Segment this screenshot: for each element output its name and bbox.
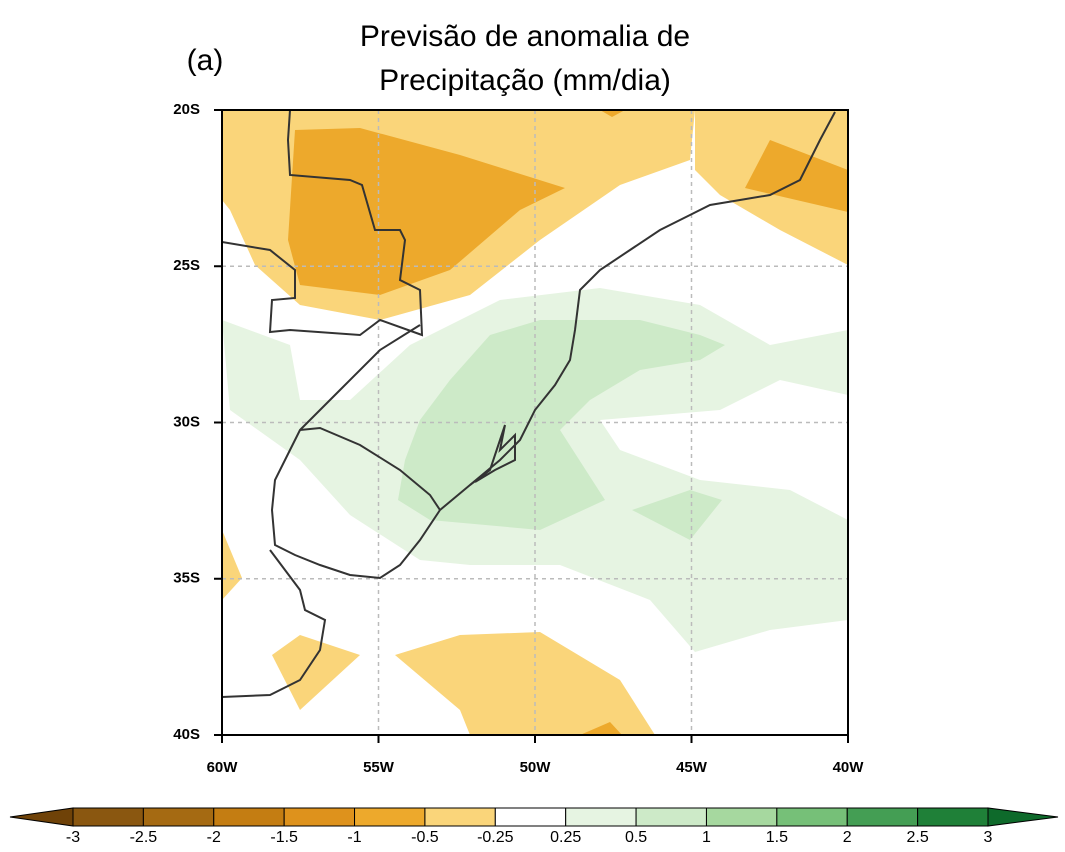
- title-line: Previsão de anomalia de: [360, 20, 690, 53]
- colorbar-label: 2: [843, 829, 852, 846]
- colorbar-extend: [987, 807, 1059, 827]
- colorbar-segment: [213, 807, 285, 827]
- colorbar-label: -0.5: [411, 829, 439, 846]
- colorbar-segment: [846, 807, 919, 827]
- y-tick-label: 30S: [173, 413, 200, 430]
- title-line: Precipitação (mm/dia): [379, 64, 671, 97]
- colorbar-label: -2: [207, 829, 221, 846]
- colorbar-segment: [705, 807, 778, 827]
- colorbar-segment: [635, 807, 707, 827]
- y-tick-label: 20S: [173, 101, 200, 118]
- x-tick-label: 45W: [676, 759, 708, 776]
- colorbar-label: 3: [984, 829, 993, 846]
- x-tick-label: 50W: [520, 759, 552, 776]
- x-tick-label: 40W: [833, 759, 865, 776]
- colorbar-segment: [354, 807, 426, 827]
- colorbar-label: -3: [66, 829, 80, 846]
- colorbar-segment: [917, 807, 989, 827]
- coastline: [222, 549, 327, 698]
- coastline: [469, 424, 516, 486]
- colorbar-segment: [776, 807, 848, 827]
- contour-fill: [222, 530, 242, 600]
- colorbar-label: 0.5: [625, 829, 647, 846]
- colorbar-segment: [142, 807, 215, 827]
- coastline: [222, 110, 424, 337]
- contour-fill: [835, 570, 848, 590]
- contour-fill: [600, 110, 625, 117]
- colorbar-label: -2.5: [130, 829, 158, 846]
- colorbar-label: 1: [702, 829, 711, 846]
- contour-fill: [272, 635, 360, 710]
- panel-label: (a): [187, 44, 224, 77]
- grid: [222, 110, 848, 735]
- coastline: [270, 111, 836, 580]
- y-tick-label: 40S: [173, 726, 200, 743]
- colorbar-segment: [283, 807, 356, 827]
- colorbar-segment: [72, 807, 144, 827]
- colorbar-label: -0.25: [477, 829, 514, 846]
- contour-fill: [632, 490, 722, 540]
- colorbar-segment: [565, 807, 637, 827]
- contour-fill: [580, 722, 622, 735]
- x-tick-label: 55W: [363, 759, 395, 776]
- y-tick-label: 25S: [173, 257, 200, 274]
- colorbar-segment: [424, 807, 496, 827]
- colorbar-label: 2.5: [906, 829, 928, 846]
- coastline: [299, 426, 441, 511]
- contour-fill: [395, 632, 655, 735]
- contour-fill: [288, 128, 565, 295]
- colorbar-label: -1.5: [270, 829, 298, 846]
- coastlines: [222, 110, 836, 698]
- colorbar-segment: [494, 807, 567, 827]
- colorbar-label: -1: [347, 829, 361, 846]
- colorbar-label: 1.5: [766, 829, 788, 846]
- colorbar: -3 -2.5 -2 -1.5 -1 -0.5 -0.25 0.25 0.5 1 1.5 2 2.5 3: [9, 807, 1059, 846]
- y-tick-label: 35S: [173, 570, 200, 587]
- colorbar-label: 0.25: [550, 829, 581, 846]
- colorbar-extend: [9, 807, 74, 827]
- x-tick-label: 60W: [207, 759, 239, 776]
